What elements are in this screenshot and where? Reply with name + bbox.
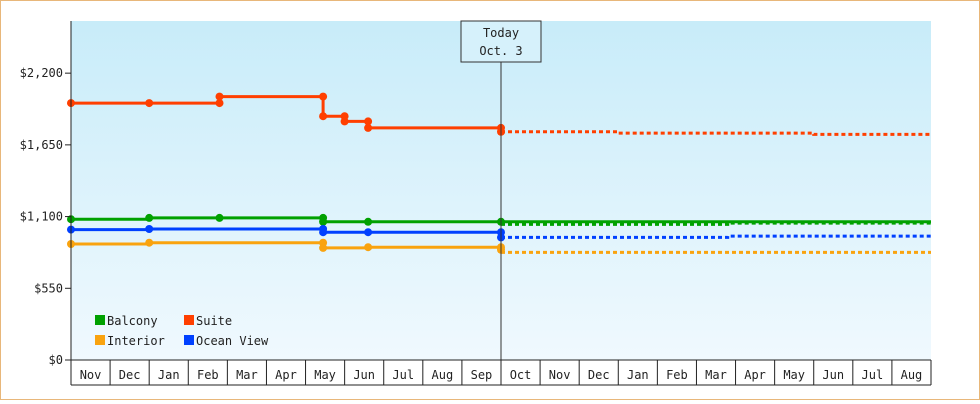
x-tick-label: Mar: [705, 368, 727, 382]
x-tick-label: Nov: [549, 368, 571, 382]
history-line-suite: [71, 95, 503, 132]
x-tick-label: Dec: [119, 368, 141, 382]
data-point-suite: [319, 112, 328, 121]
data-point-ocean-view: [364, 228, 373, 237]
legend-label: Interior: [107, 334, 165, 348]
legend-label: Balcony: [107, 314, 158, 328]
data-point-suite: [364, 117, 373, 126]
data-point-ocean-view: [319, 228, 328, 237]
data-point-suite: [319, 92, 328, 101]
x-tick-label: Oct: [510, 368, 532, 382]
y-tick-label: $2,200: [20, 66, 63, 80]
legend-label: Ocean View: [196, 334, 269, 348]
legend-swatch: [95, 335, 105, 345]
legend-entry-suite: Suite: [184, 314, 232, 328]
y-tick-label: $1,650: [20, 138, 63, 152]
history-line-ocean-view: [71, 227, 501, 234]
x-tick-label: Jul: [862, 368, 884, 382]
data-point-ocean-view: [145, 225, 154, 233]
legend-swatch: [95, 315, 105, 325]
legend-entry-interior: Interior: [95, 334, 165, 348]
forecast-line-ocean-view: [501, 234, 931, 239]
legend-entry-ocean-view: Ocean View: [184, 334, 269, 348]
legend-label: Suite: [196, 314, 232, 328]
x-tick-label: Feb: [666, 368, 688, 382]
x-tick-label: Jan: [158, 368, 180, 382]
x-tick-label: Aug: [432, 368, 454, 382]
series-ocean-view: [67, 225, 931, 242]
data-point-suite: [340, 117, 349, 126]
x-tick-label: Jun: [353, 368, 375, 382]
y-tick-label: $1,100: [20, 210, 63, 224]
x-tick-label: Jan: [627, 368, 649, 382]
series-balcony: [67, 213, 931, 226]
x-tick-label: May: [783, 368, 805, 382]
x-tick-label: Mar: [236, 368, 258, 382]
legend-entry-balcony: Balcony: [95, 314, 158, 328]
data-point-balcony: [145, 213, 154, 222]
x-tick-label: Jul: [392, 368, 414, 382]
series-suite: [67, 92, 931, 136]
data-point-suite: [215, 99, 224, 108]
x-tick-label: Dec: [588, 368, 610, 382]
data-point-suite: [364, 123, 373, 132]
x-tick-label: Aug: [901, 368, 923, 382]
today-label: Today: [483, 26, 519, 40]
x-tick-label: Nov: [80, 368, 102, 382]
legend-swatch: [184, 335, 194, 345]
series-interior: [67, 238, 931, 254]
x-tick-label: Feb: [197, 368, 219, 382]
legend-swatch: [184, 315, 194, 325]
data-point-balcony: [364, 217, 373, 226]
data-point-interior: [319, 243, 328, 252]
data-point-balcony: [215, 213, 224, 222]
x-tick-label: Jun: [822, 368, 844, 382]
history-line-balcony: [71, 216, 931, 224]
data-point-suite: [145, 99, 154, 108]
x-tick-label: Apr: [275, 368, 297, 382]
today-label-box: [460, 20, 542, 63]
data-point-interior: [145, 238, 154, 247]
x-tick-label: May: [314, 368, 336, 382]
y-tick-label: $0: [49, 353, 63, 367]
data-point-interior: [364, 243, 373, 252]
data-point-suite: [215, 92, 224, 101]
x-tick-label: Sep: [471, 368, 493, 382]
today-date: Oct. 3: [479, 44, 522, 58]
data-point-balcony: [319, 217, 328, 226]
x-tick-label: Apr: [744, 368, 766, 382]
y-tick-label: $550: [34, 281, 63, 295]
